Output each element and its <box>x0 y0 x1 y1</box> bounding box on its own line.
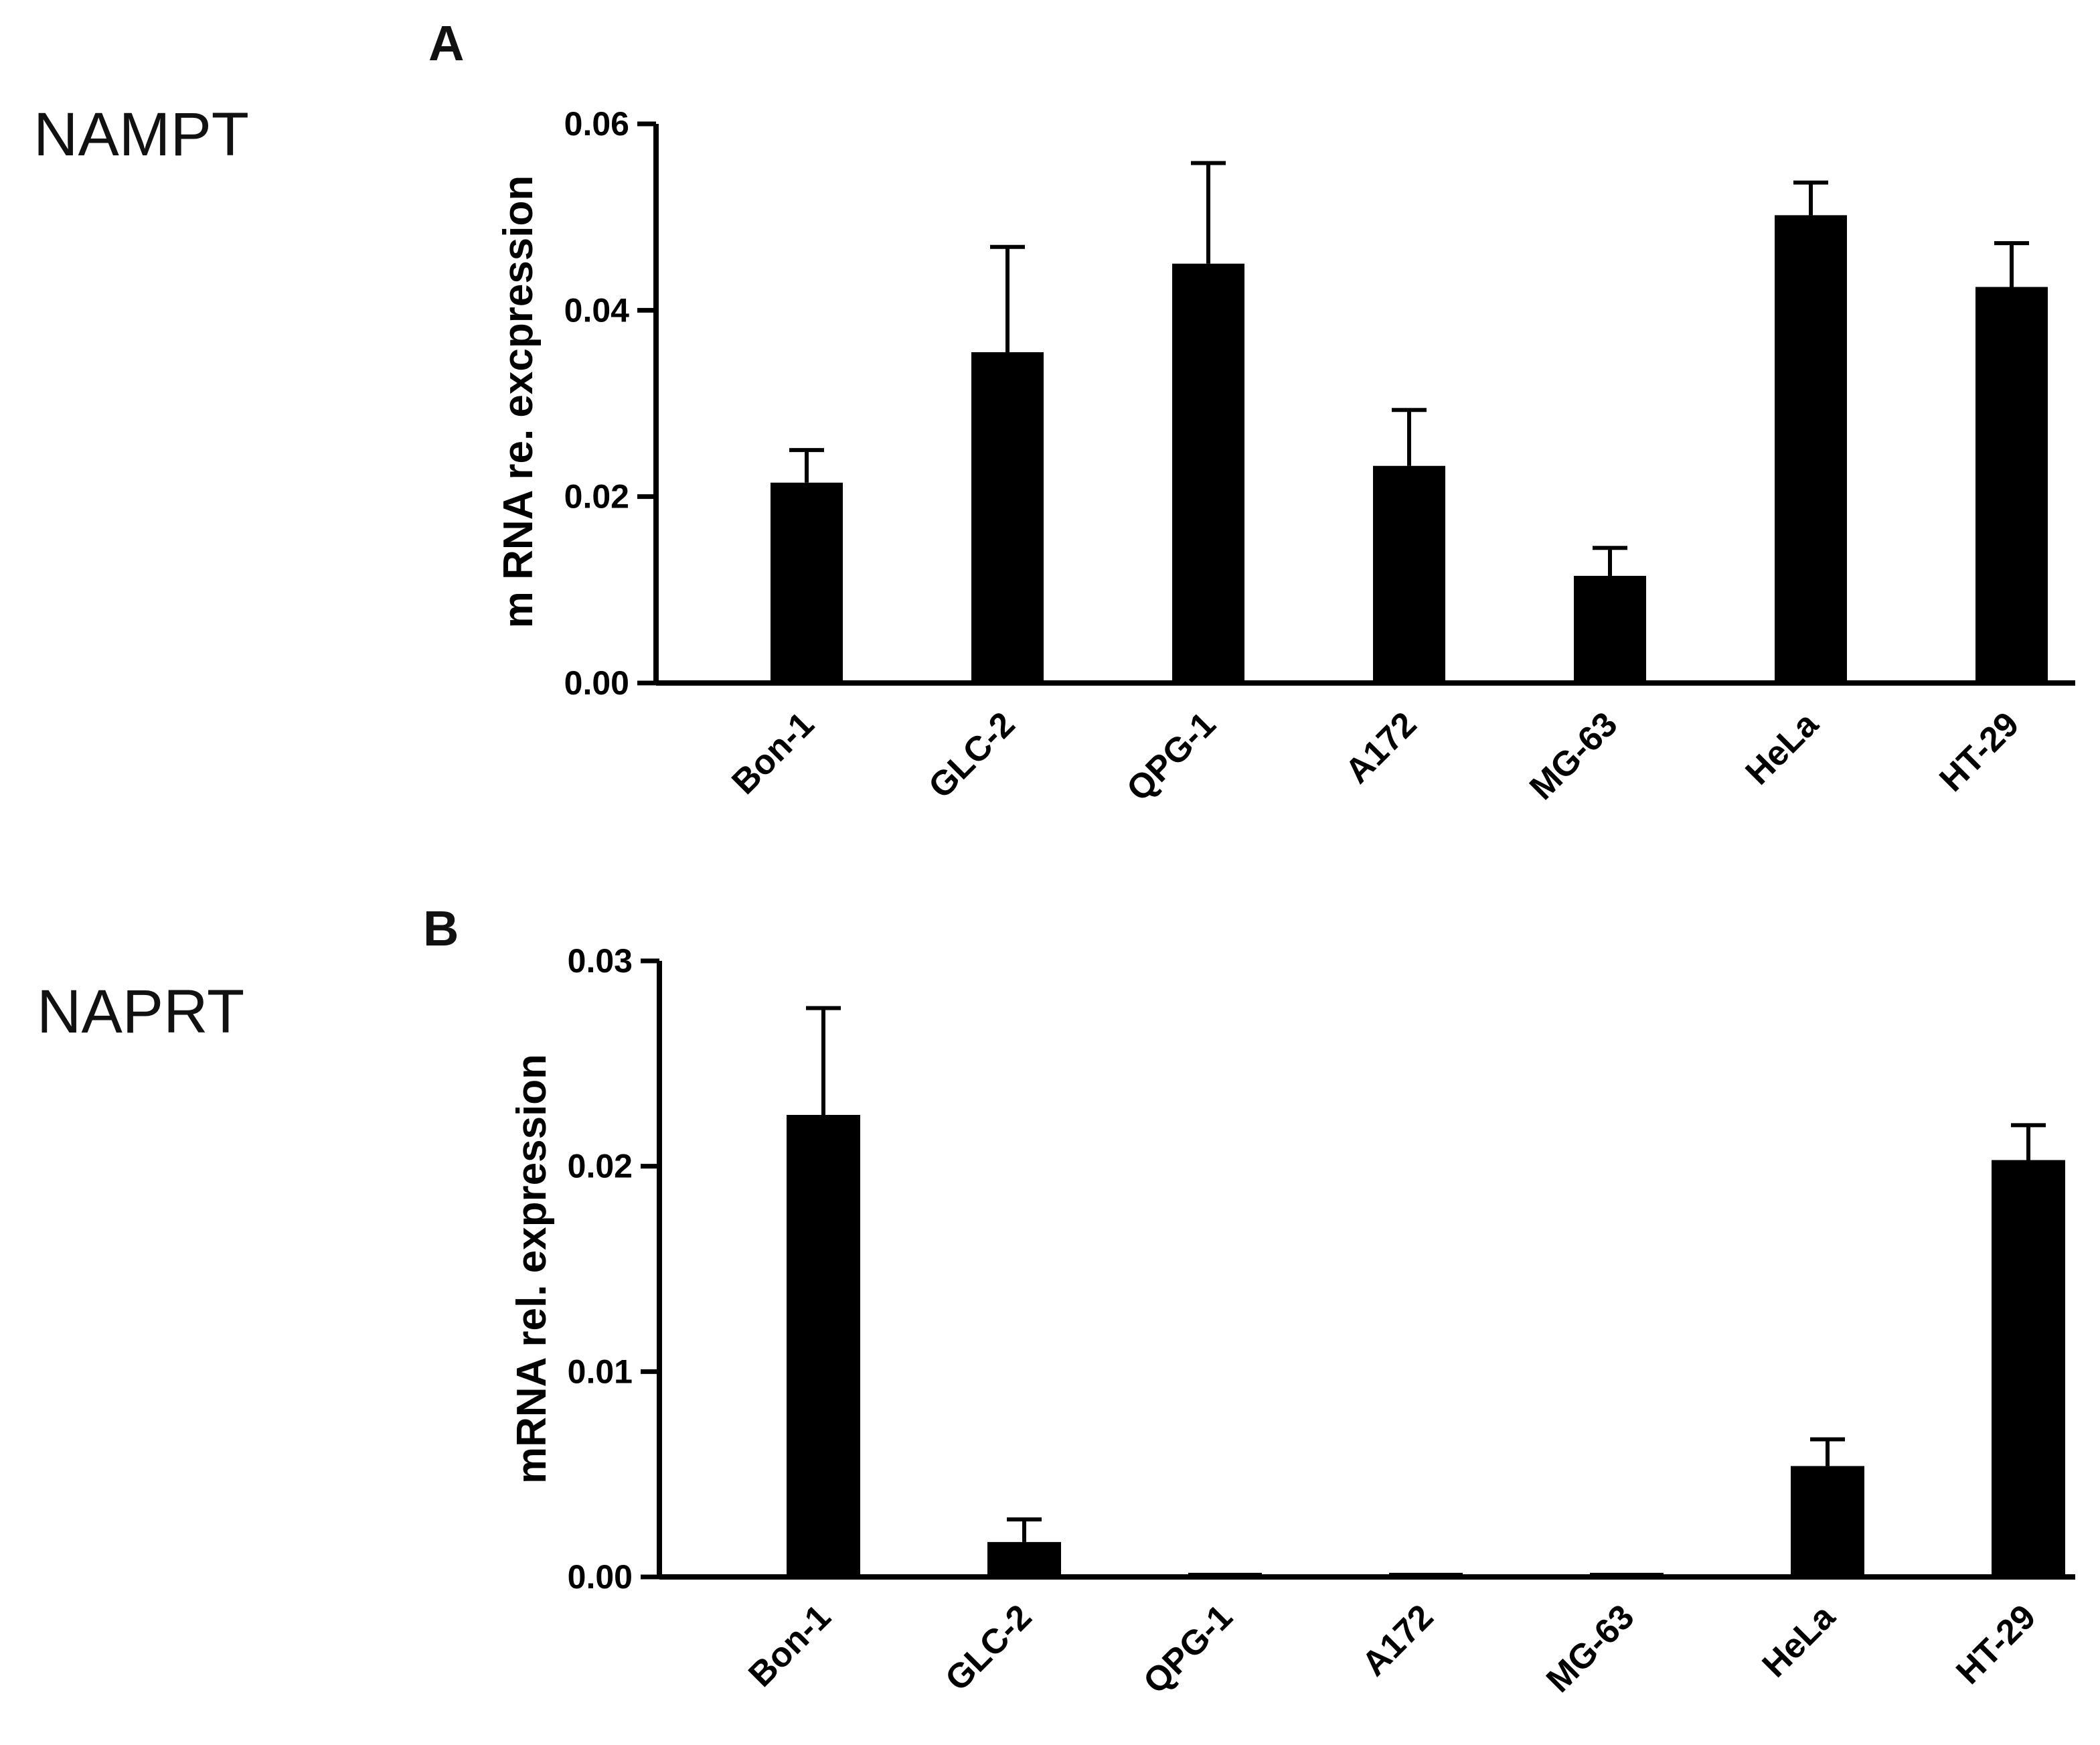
y-tick-label-b: 0.01 <box>568 1353 633 1390</box>
bar-a <box>971 352 1044 683</box>
category-label-a: GLC-2 <box>921 704 1022 806</box>
category-label-a: QPG-1 <box>1119 704 1223 808</box>
y-tick-label-b: 0.02 <box>568 1148 633 1185</box>
bar-b <box>1590 1572 1664 1577</box>
bar-a <box>1775 215 1847 684</box>
y-axis-label-b: mRNA rel. expression <box>509 1054 555 1484</box>
panel-a: NAMPT A m RNA re. excpression 0.000.020.… <box>33 15 2075 809</box>
bar-b <box>1389 1572 1463 1577</box>
bar-a <box>1172 263 1244 683</box>
y-tick-label-a: 0.04 <box>564 291 630 329</box>
bar-a <box>771 482 843 683</box>
category-label-b: GLC-2 <box>938 1597 1039 1698</box>
gene-label-naprt: NAPRT <box>37 978 244 1046</box>
category-label-a: HeLa <box>1739 704 1827 793</box>
category-label-b: MG-63 <box>1539 1597 1641 1699</box>
category-label-b: HeLa <box>1755 1597 1844 1685</box>
panel-b: NAPRT B mRNA rel. expression 0.000.010.0… <box>37 901 2075 1701</box>
y-tick-label-b: 0.00 <box>568 1558 633 1596</box>
y-axis-label-a: m RNA re. excpression <box>495 175 542 629</box>
category-label-a: HT-29 <box>1932 704 2026 799</box>
y-tick-label-a: 0.00 <box>564 664 629 702</box>
bar-b <box>1188 1572 1262 1577</box>
category-label-b: HT-29 <box>1949 1597 2043 1691</box>
bar-b <box>1791 1466 1864 1577</box>
y-tick-label-a: 0.02 <box>564 478 629 516</box>
bar-b <box>987 1541 1061 1577</box>
category-label-b: QPG-1 <box>1136 1597 1240 1701</box>
bar-a <box>1373 465 1445 683</box>
bar-a <box>1975 287 2048 684</box>
gene-label-nampt: NAMPT <box>33 100 249 169</box>
category-label-a: A172 <box>1338 704 1425 791</box>
plot-area-b: 0.00 0.01 0.02 0.03 Bon-1 GLC-2 QPG-1 A172 MG-63… <box>568 942 2075 1701</box>
bar-b <box>1992 1160 2065 1577</box>
bar-a <box>1574 575 1646 683</box>
bar-b <box>787 1115 860 1577</box>
panel-letter-a: A <box>428 15 464 71</box>
category-label-a: Bon-1 <box>724 704 821 802</box>
category-label-b: Bon-1 <box>741 1597 838 1694</box>
y-tick-label-b: 0.03 <box>568 942 633 980</box>
category-label-a: MG-63 <box>1522 704 1625 807</box>
y-tick-label-a: 0.06 <box>564 105 629 143</box>
plot-area-a: 0.00 0.02 0.04 0.06 Bon-1 GLC-2 QPG-1 A172 MG-63… <box>564 105 2075 809</box>
category-label-b: A172 <box>1355 1597 1441 1683</box>
panel-letter-b: B <box>423 901 459 956</box>
